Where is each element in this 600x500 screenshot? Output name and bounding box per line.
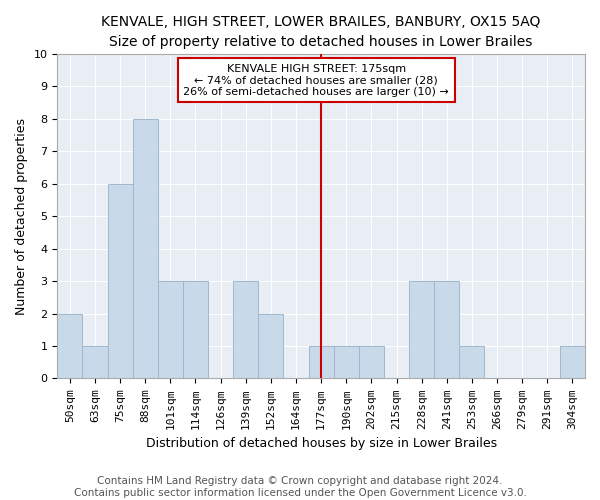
Bar — [259, 314, 283, 378]
Bar — [359, 346, 384, 378]
Bar — [308, 346, 334, 378]
Bar — [409, 281, 434, 378]
Bar — [133, 119, 158, 378]
Y-axis label: Number of detached properties: Number of detached properties — [15, 118, 28, 314]
Bar — [233, 281, 259, 378]
Bar — [334, 346, 359, 378]
X-axis label: Distribution of detached houses by size in Lower Brailes: Distribution of detached houses by size … — [146, 437, 497, 450]
Text: KENVALE HIGH STREET: 175sqm
← 74% of detached houses are smaller (28)
26% of sem: KENVALE HIGH STREET: 175sqm ← 74% of det… — [183, 64, 449, 97]
Title: KENVALE, HIGH STREET, LOWER BRAILES, BANBURY, OX15 5AQ
Size of property relative: KENVALE, HIGH STREET, LOWER BRAILES, BAN… — [101, 15, 541, 48]
Bar — [560, 346, 585, 378]
Bar — [158, 281, 183, 378]
Bar — [82, 346, 107, 378]
Bar — [460, 346, 484, 378]
Bar — [107, 184, 133, 378]
Bar — [183, 281, 208, 378]
Text: Contains HM Land Registry data © Crown copyright and database right 2024.
Contai: Contains HM Land Registry data © Crown c… — [74, 476, 526, 498]
Bar — [57, 314, 82, 378]
Bar — [434, 281, 460, 378]
